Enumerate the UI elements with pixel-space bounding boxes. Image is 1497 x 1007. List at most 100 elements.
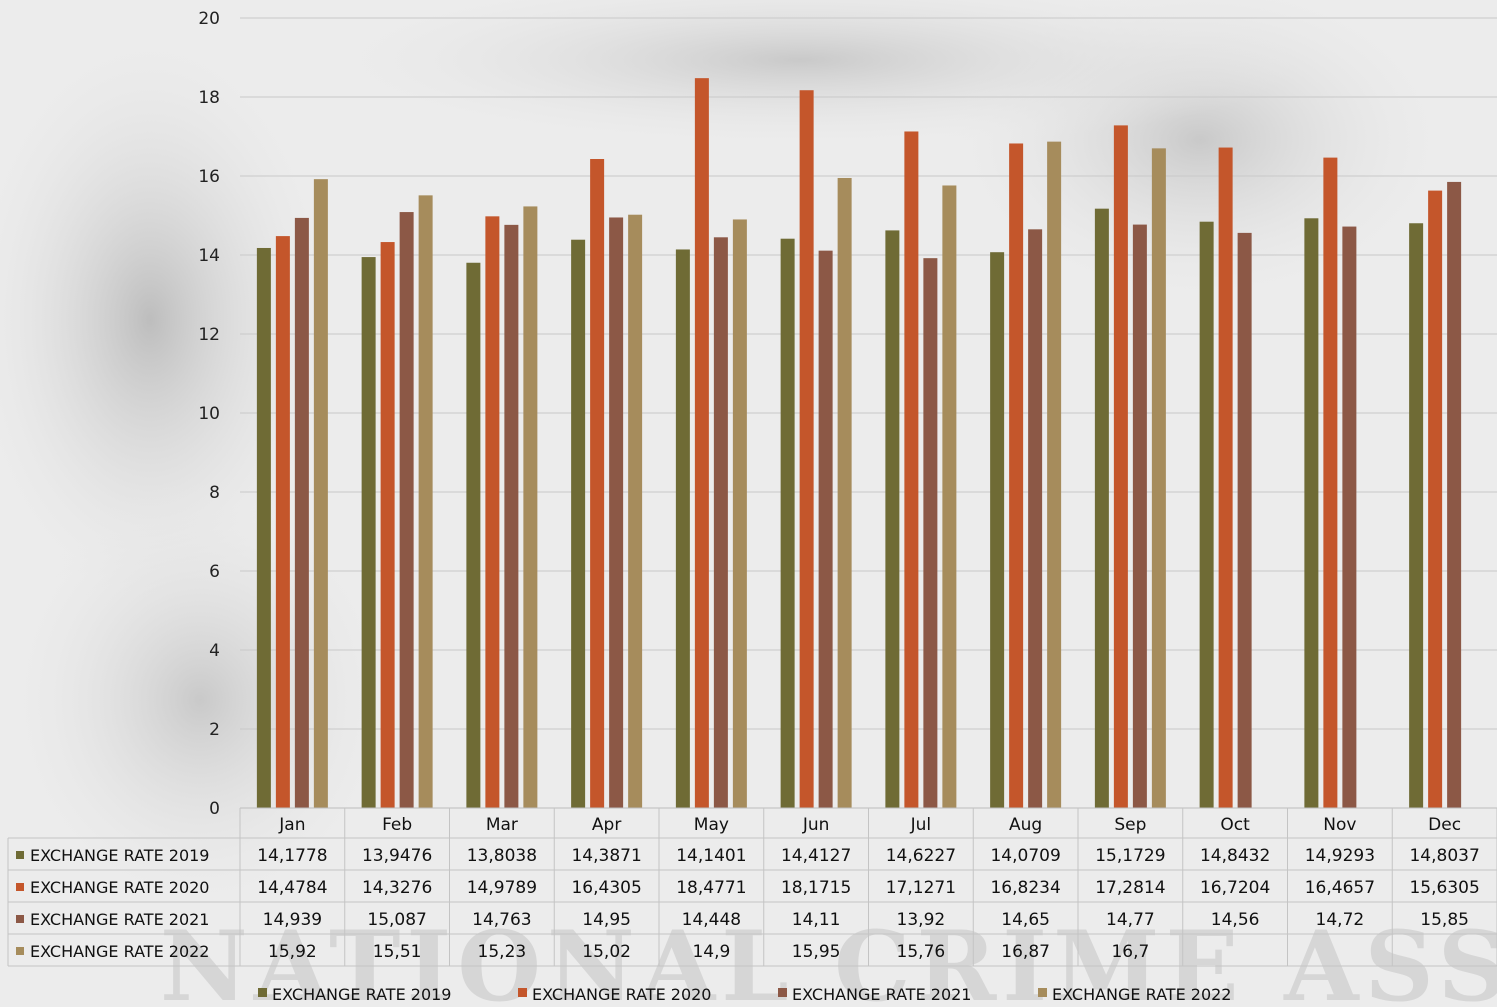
- data-label: 14,448: [682, 910, 741, 930]
- bar-2020-may: [694, 78, 709, 809]
- data-label: 17,1271: [886, 878, 956, 898]
- legend-label: EXCHANGE RATE 2019: [272, 985, 451, 1004]
- data-label: 16,4305: [571, 878, 641, 898]
- category-label: Apr: [592, 815, 621, 835]
- bar-2022-sep: [1151, 148, 1166, 809]
- data-label: 15,02: [582, 942, 631, 962]
- bar-2020-aug: [1009, 143, 1024, 808]
- data-label: 15,95: [792, 942, 841, 962]
- data-label: 14,11: [792, 910, 841, 930]
- bar-2019-nov: [1304, 218, 1319, 808]
- y-tick-label: 12: [198, 325, 220, 345]
- table-series-name: EXCHANGE RATE 2019: [30, 846, 209, 865]
- y-axis: 0 2 4 6 8 10 12 14 16 18 20: [198, 9, 220, 819]
- bar-2020-jun: [799, 90, 814, 808]
- data-label: 14,939: [263, 910, 322, 930]
- bar-2021-aug: [1028, 229, 1043, 808]
- legend-key: [518, 988, 527, 997]
- bar-2019-feb: [361, 257, 376, 808]
- data-label: 14,77: [1106, 910, 1155, 930]
- data-label: 13,9476: [362, 846, 432, 866]
- data-label: 15,85: [1420, 910, 1469, 930]
- bar-2020-oct: [1218, 147, 1233, 809]
- data-label: 14,1778: [257, 846, 327, 866]
- y-tick-label: 4: [209, 641, 220, 661]
- data-label: 14,4784: [257, 878, 327, 898]
- data-label: 14,763: [472, 910, 531, 930]
- data-label: 14,9789: [467, 878, 537, 898]
- bar-2021-oct: [1237, 232, 1252, 808]
- y-tick-label: 2: [209, 720, 220, 740]
- bar-2022-mar: [523, 206, 538, 809]
- data-label: 14,95: [582, 910, 631, 930]
- bar-2022-jul: [942, 185, 957, 809]
- category-label: Aug: [1009, 815, 1042, 835]
- category-label: Dec: [1428, 815, 1461, 835]
- legend-label: EXCHANGE RATE 2021: [792, 985, 971, 1004]
- bar-2019-jun: [780, 238, 795, 808]
- category-label: May: [694, 815, 729, 835]
- bar-2021-dec: [1447, 181, 1462, 809]
- bar-2019-apr: [571, 239, 586, 809]
- data-label: 14,65: [1001, 910, 1050, 930]
- bar-2019-jan: [256, 247, 271, 808]
- category-label: Nov: [1323, 815, 1356, 835]
- bar-2021-mar: [504, 224, 519, 808]
- data-label: 15,087: [367, 910, 426, 930]
- category-label: Oct: [1220, 815, 1250, 835]
- bars: [256, 78, 1462, 809]
- bar-2020-feb: [380, 242, 395, 808]
- data-label: 14,3276: [362, 878, 432, 898]
- category-label: Feb: [382, 815, 412, 835]
- bar-2022-aug: [1047, 141, 1062, 808]
- bar-2019-dec: [1409, 223, 1424, 808]
- y-tick-label: 20: [198, 9, 220, 29]
- y-tick-label: 6: [209, 562, 220, 582]
- bar-2021-may: [713, 237, 728, 808]
- data-label: 15,6305: [1409, 878, 1479, 898]
- bar-2021-jan: [294, 217, 309, 809]
- data-label: 15,23: [478, 942, 527, 962]
- bar-2022-jan: [313, 179, 328, 808]
- legend-label: EXCHANGE RATE 2020: [532, 985, 711, 1004]
- y-tick-label: 8: [209, 483, 220, 503]
- bar-2020-sep: [1113, 125, 1128, 808]
- y-tick-label: 10: [198, 404, 220, 424]
- y-tick-label: 18: [198, 88, 220, 108]
- bar-2020-mar: [485, 216, 500, 809]
- data-label: 13,92: [897, 910, 946, 930]
- bar-2022-jun: [837, 177, 852, 809]
- bar-2019-mar: [466, 262, 481, 809]
- table-series-key: [16, 915, 24, 923]
- bar-2021-feb: [399, 212, 414, 809]
- bar-2020-apr: [590, 158, 605, 809]
- data-label: 18,1715: [781, 878, 851, 898]
- data-label: 14,6227: [886, 846, 956, 866]
- category-label: Jun: [802, 815, 830, 835]
- data-label: 14,72: [1316, 910, 1365, 930]
- data-label: 15,92: [268, 942, 317, 962]
- bar-2022-apr: [628, 214, 643, 808]
- table-series-name: EXCHANGE RATE 2022: [30, 942, 209, 961]
- bar-2022-may: [732, 219, 747, 808]
- data-label: 14,4127: [781, 846, 851, 866]
- data-label: 14,8432: [1200, 846, 1270, 866]
- legend: EXCHANGE RATE 2019 EXCHANGE RATE 2020 EXCH…: [258, 985, 1231, 1004]
- table-series-key: [16, 883, 24, 891]
- bar-2020-nov: [1323, 157, 1338, 808]
- table-series-key: [16, 851, 24, 859]
- data-table: Jan Feb Mar Apr May Jun Jul Aug Sep Oct Nov Dec EXCH…: [7, 807, 1497, 967]
- bar-2019-jul: [885, 230, 900, 809]
- y-tick-label: 16: [198, 167, 220, 187]
- watermark-text: NATIONAL CRIME ASSIST: [160, 910, 1497, 1007]
- data-label: 14,3871: [571, 846, 641, 866]
- legend-key: [778, 988, 787, 997]
- data-label: 14,0709: [990, 846, 1060, 866]
- data-label: 16,7204: [1200, 878, 1270, 898]
- data-label: 14,9: [692, 942, 730, 962]
- bar-2019-sep: [1094, 208, 1109, 808]
- bar-2022-feb: [418, 195, 433, 809]
- data-label: 16,4657: [1305, 878, 1375, 898]
- table-series-key: [16, 947, 24, 955]
